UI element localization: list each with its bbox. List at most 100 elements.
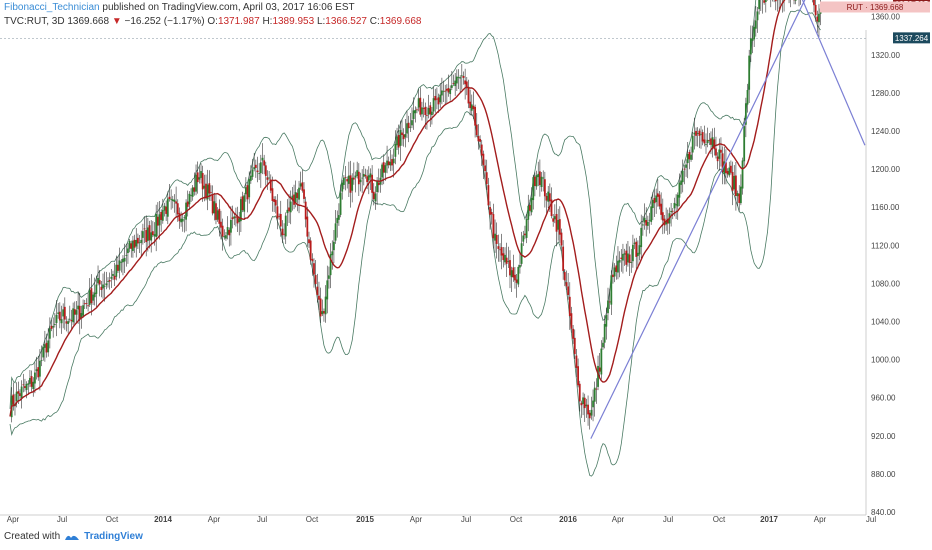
candle-body <box>342 177 345 185</box>
candle-body <box>75 310 78 315</box>
candle-body <box>598 367 601 372</box>
candle-body <box>53 324 56 326</box>
candle-body <box>618 259 621 263</box>
candle-body <box>308 239 310 244</box>
candle-body <box>57 312 60 314</box>
candle-body <box>238 218 241 223</box>
candle-body <box>52 326 55 328</box>
candle-body <box>439 94 442 103</box>
candle-body <box>195 174 197 192</box>
candle-body <box>239 199 242 222</box>
candle-body <box>603 324 606 343</box>
candle-body <box>558 219 561 235</box>
candle-body <box>705 144 707 145</box>
candle-body <box>256 170 259 173</box>
candle-body <box>469 101 472 109</box>
high-label: H: <box>262 16 273 27</box>
candle-body <box>351 177 354 191</box>
candle-body <box>344 177 347 179</box>
candle-body <box>725 162 727 174</box>
candle-body <box>412 110 415 120</box>
candle-body <box>299 183 302 187</box>
candle-body <box>582 397 584 405</box>
candle-body <box>628 254 631 263</box>
candle-body <box>63 306 66 320</box>
candle-body <box>648 219 651 221</box>
candle-body <box>640 227 643 248</box>
candle-body <box>520 243 523 264</box>
candle-body <box>404 134 407 138</box>
candle-body <box>120 261 123 263</box>
candle-body <box>422 108 425 109</box>
candle-body <box>225 235 227 239</box>
candle-body <box>223 236 226 238</box>
y-tick-label: 1240.00 <box>871 127 900 136</box>
candle-body <box>646 221 649 226</box>
candle-body <box>175 201 178 204</box>
candle-body <box>447 88 450 93</box>
tradingview-brand[interactable]: TradingView <box>84 531 143 542</box>
candle-body <box>756 11 759 21</box>
candle-body <box>173 199 176 202</box>
tradingview-logo-icon <box>65 535 80 540</box>
candle-body <box>259 162 262 174</box>
candle-body <box>72 308 75 323</box>
candle-body <box>50 325 53 329</box>
candle-body <box>739 186 742 204</box>
candle-body <box>764 0 767 3</box>
candle-body <box>650 206 653 222</box>
close-value: 1369.668 <box>379 16 422 27</box>
candle-body <box>450 85 453 88</box>
candle-body <box>641 224 644 226</box>
candle-body <box>183 217 186 219</box>
candle-body <box>548 193 551 202</box>
candle-body <box>442 91 445 93</box>
x-tick-label: Oct <box>713 515 726 524</box>
candle-body <box>35 369 38 372</box>
y-tick-label: 1080.00 <box>871 279 900 288</box>
author-link[interactable]: Fibonacci_Technician <box>4 2 100 13</box>
candle-body <box>130 243 133 249</box>
candle-body <box>753 26 756 40</box>
candle-body <box>543 179 546 197</box>
candle-body <box>352 177 355 180</box>
candle-body <box>357 171 360 185</box>
candle-body <box>151 231 154 236</box>
candle-body <box>87 305 89 307</box>
candle-body <box>529 205 531 211</box>
x-tick-label: 2014 <box>154 515 172 524</box>
candle-body <box>632 244 634 262</box>
price-label-text: 1337.264 <box>895 34 929 43</box>
candle-body <box>117 264 119 271</box>
candle-body <box>314 275 317 285</box>
open-value: 1371.987 <box>217 16 260 27</box>
candle-body <box>462 75 465 78</box>
candle-body <box>309 240 312 260</box>
candle-body <box>311 258 314 262</box>
candle-body <box>706 139 709 144</box>
candle-body <box>655 195 658 203</box>
candle-body <box>638 245 641 255</box>
candle-body <box>653 197 656 204</box>
candle-body <box>163 205 166 211</box>
candle-body <box>595 388 598 390</box>
candle-body <box>243 195 246 212</box>
candle-body <box>746 90 749 105</box>
candle-body <box>509 260 511 276</box>
candle-body <box>407 122 410 129</box>
candle-body <box>577 366 579 386</box>
candle-body <box>555 214 558 232</box>
candle-body <box>15 391 18 402</box>
candle-body <box>445 88 448 91</box>
footer: Created with TradingView <box>4 531 143 542</box>
candle-body <box>497 246 500 249</box>
candle-body <box>165 206 168 214</box>
candle-body <box>592 400 594 408</box>
candle-body <box>98 280 101 285</box>
candle-body <box>590 409 593 416</box>
candle-body <box>666 218 669 224</box>
candle-body <box>188 193 191 205</box>
candle-body <box>29 378 31 384</box>
candle-body <box>22 384 25 386</box>
